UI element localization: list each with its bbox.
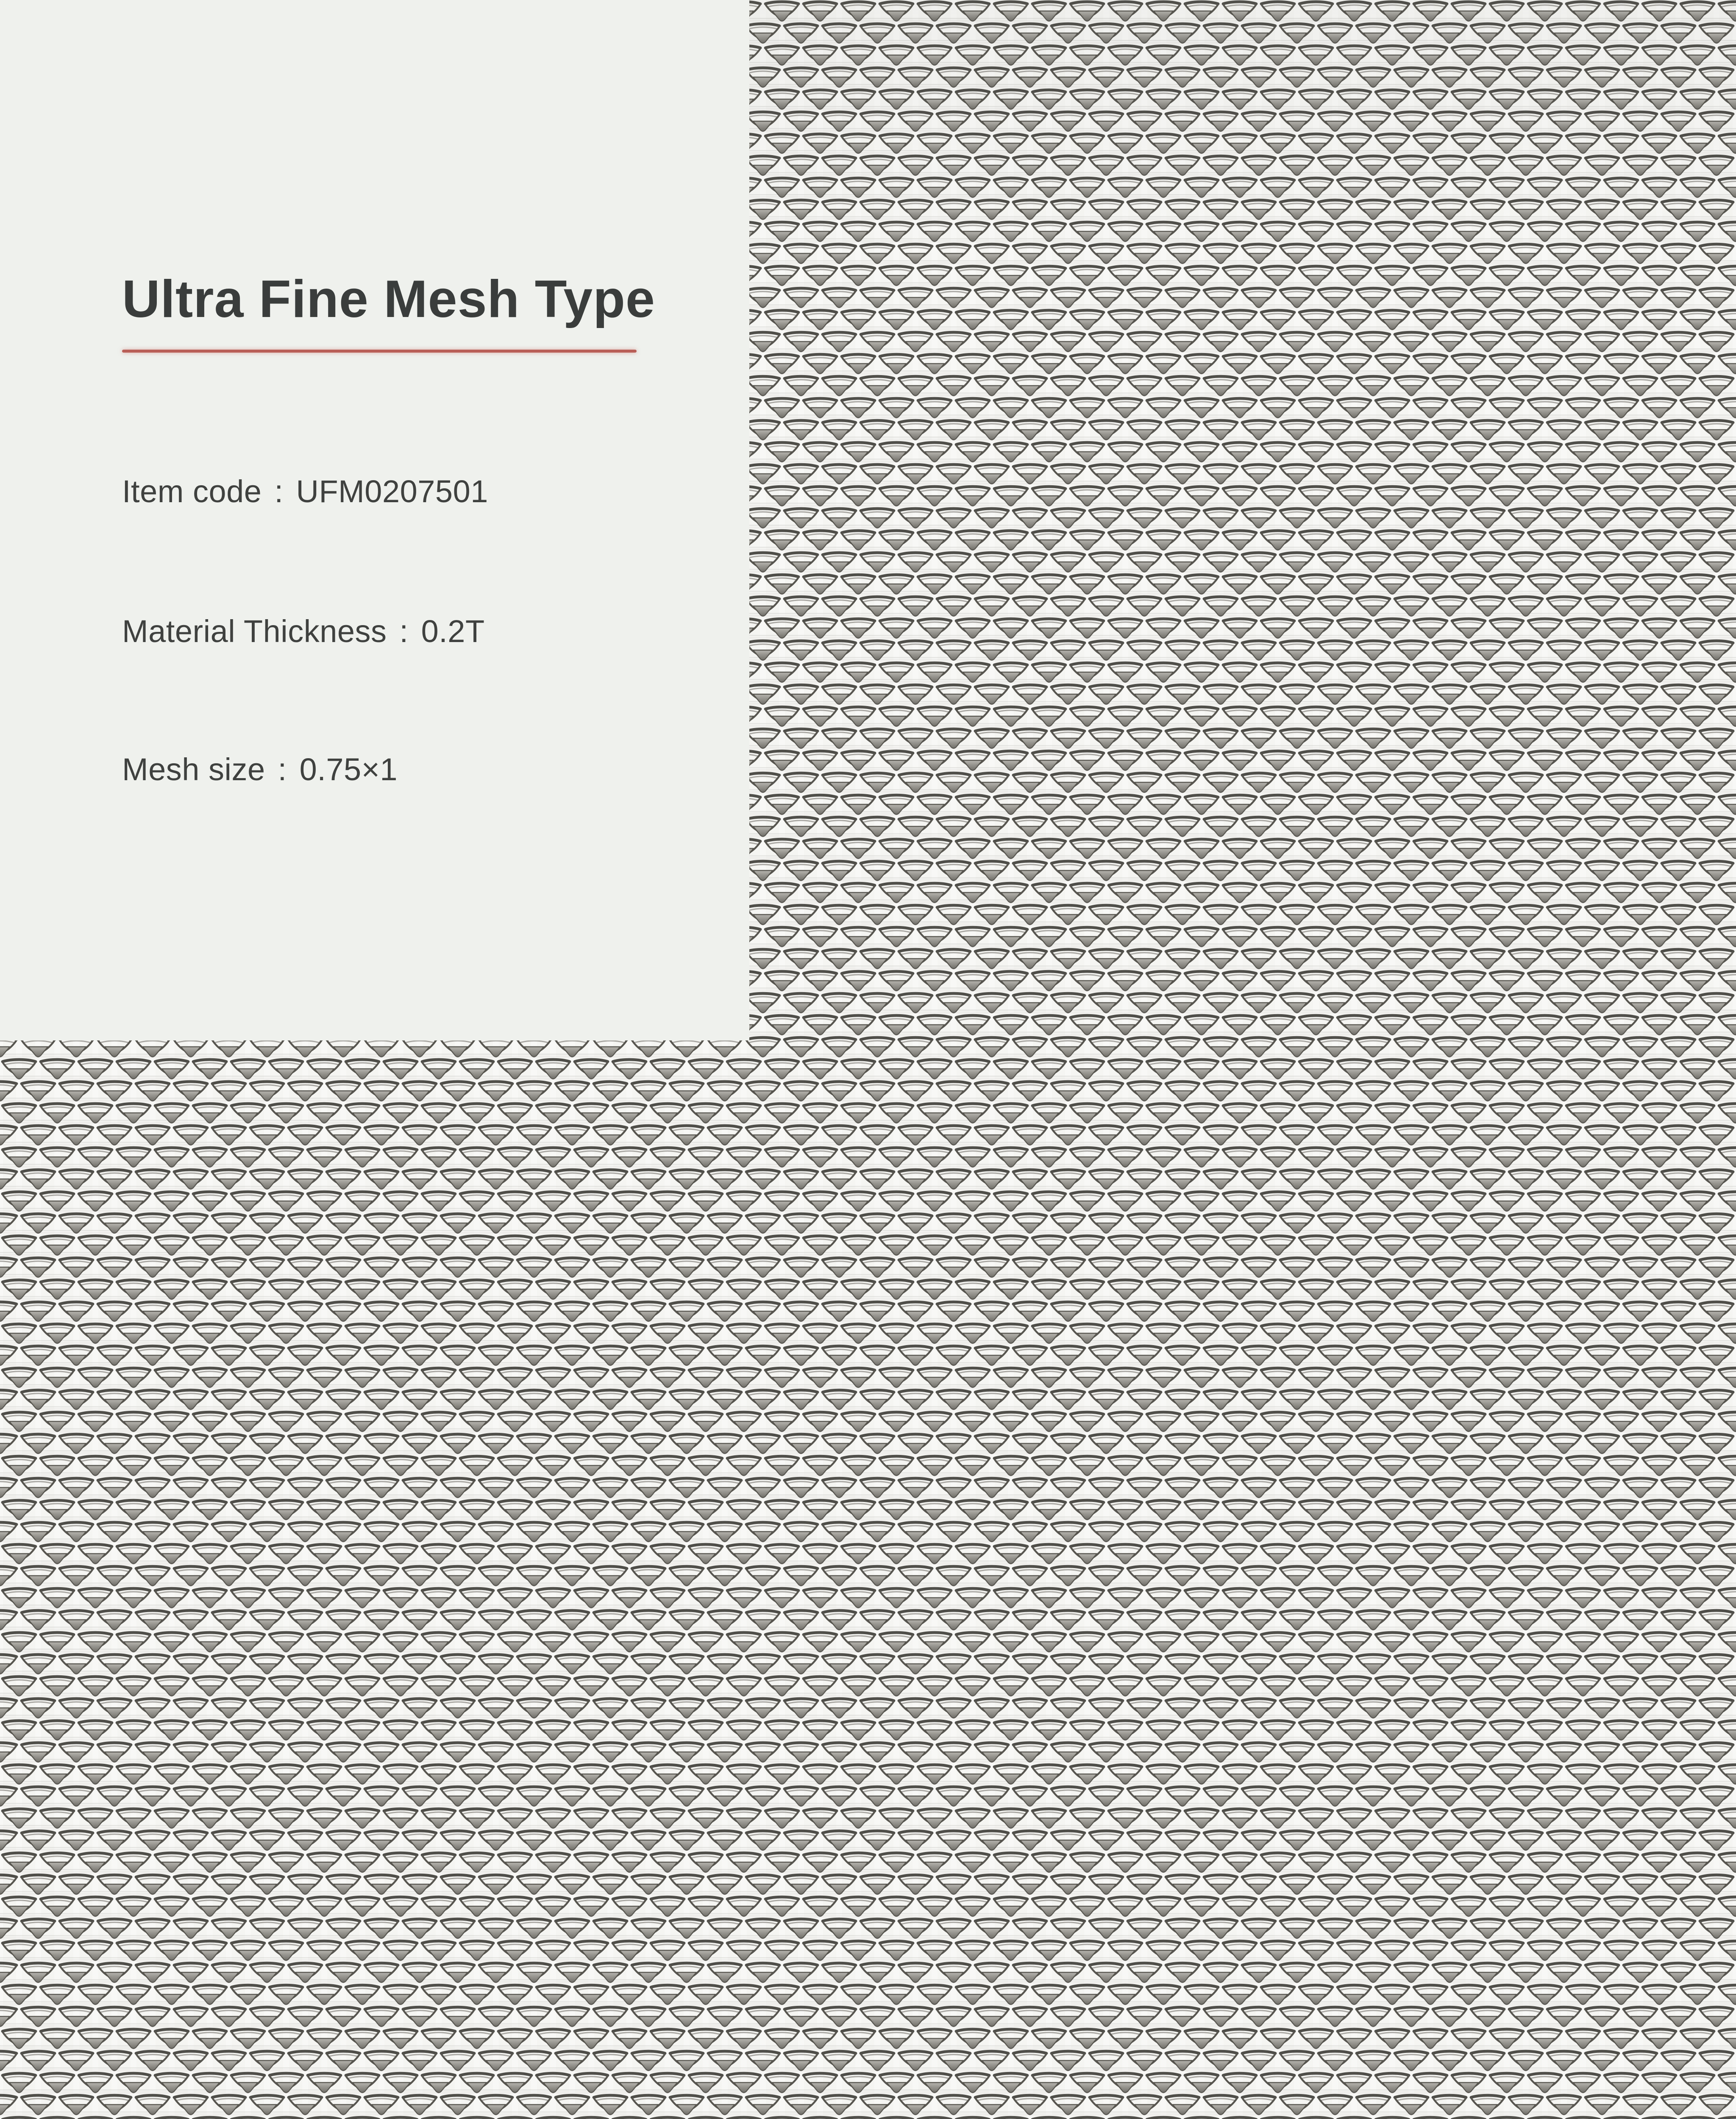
spec-value: UFM0207501 (296, 474, 488, 509)
spec-value: 0.75×1 (299, 752, 398, 787)
spec-label: Material Thickness (122, 614, 387, 649)
page-title: Ultra Fine Mesh Type (122, 270, 655, 328)
title-underline (122, 350, 637, 353)
info-panel: Ultra Fine Mesh Type Item code: UFM020750… (0, 0, 749, 1040)
spec-mesh-size: Mesh size:0.75×1 (122, 753, 398, 787)
spec-label: Item code (122, 474, 262, 509)
spec-label: Mesh size (122, 752, 265, 787)
spec-value: 0.2T (421, 614, 485, 649)
spec-colon: : (278, 752, 287, 787)
spec-colon: : (274, 474, 284, 509)
spec-colon: : (399, 614, 409, 649)
spec-material-thickness: Material Thickness:0.2T (122, 615, 485, 648)
spec-item-code: Item code: UFM0207501 (122, 475, 488, 509)
